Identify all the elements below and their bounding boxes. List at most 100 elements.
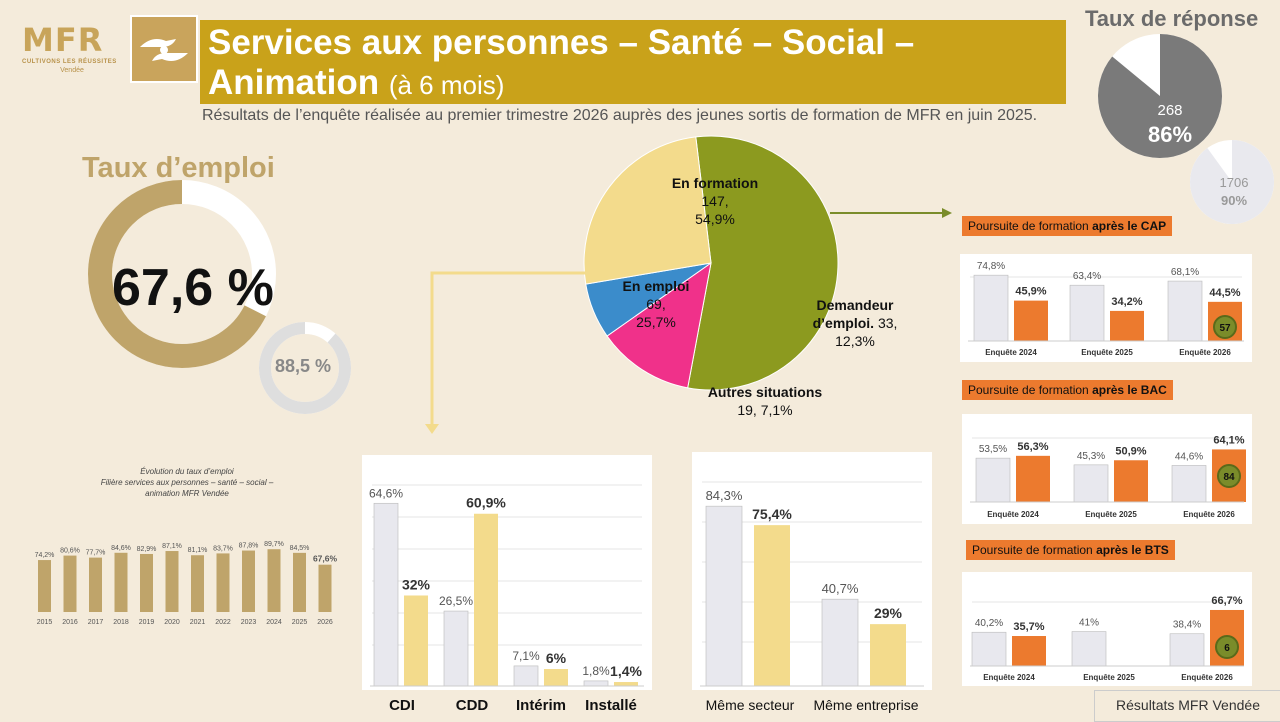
history-bar-2020	[165, 551, 179, 612]
bts-tag: Poursuite de formation après le BTS	[966, 540, 1175, 560]
history-bar-2026	[318, 564, 332, 612]
bar-contracts-svg-0-2	[513, 665, 539, 687]
bar-value-label: 53,5%	[979, 444, 1007, 455]
title-line2-wrap: Animation (à 6 mois)	[208, 63, 1068, 105]
bar-bac-svg-1-0	[1016, 455, 1050, 502]
count-badge	[1213, 315, 1237, 339]
arrow-to-emploi	[430, 271, 592, 428]
bar-value-label: 35,7%	[1013, 621, 1044, 633]
history-tick-label: 2017	[88, 619, 104, 626]
cap-tag-prefix: Poursuite de formation	[968, 219, 1093, 233]
employment-prev-arc	[259, 322, 351, 414]
bar-value-label: 44,5%	[1209, 287, 1240, 299]
bar-cap-svg-1-0	[1014, 300, 1048, 341]
history-title-2: Filière services aux personnes – santé –…	[100, 478, 274, 487]
bar-cap-svg-0-2	[1167, 280, 1203, 342]
bts-chart: 40,2% 41% 38,4% 35,7% 66,7% 6 Enquête 2024 Enqu…	[970, 595, 1244, 682]
sector-cat-entreprise: Même entreprise	[813, 697, 919, 713]
response-prev-slice	[1190, 140, 1274, 224]
pie-demandeur-name2: d’emploi.	[812, 315, 875, 331]
title-line1: Services aux personnes – Santé – Social …	[208, 23, 915, 62]
bar-value-label: 41%	[1079, 618, 1099, 629]
bar-value-label: 29%	[874, 605, 903, 621]
bar-value-label: 74,8%	[977, 261, 1005, 272]
response-count: 268	[1157, 102, 1183, 119]
pie-label-demandeur: Demandeur d’emploi. 33, 12,3%	[800, 296, 910, 350]
bar-bts-svg-0-1	[1071, 631, 1107, 667]
bar-value-label: 7,1%	[512, 649, 540, 663]
bar-contracts-svg-1-0	[404, 595, 428, 686]
history-tick-label: 2015	[37, 619, 53, 626]
count-badge	[1215, 635, 1239, 659]
history-tick-label: 2020	[164, 619, 180, 626]
category-tick-label: Enquête 2024	[983, 673, 1035, 682]
bar-bts-svg-0-2	[1169, 633, 1205, 667]
category-tick-label: Enquête 2026	[1179, 348, 1231, 357]
response-pie	[1098, 34, 1222, 158]
bar-cap-svg-1-1	[1110, 310, 1144, 341]
bar-contracts-svg-1-1	[474, 513, 498, 686]
logo-sub: Vendée	[60, 67, 84, 74]
bts-panel	[962, 572, 1252, 686]
response-prev-count: 1706	[1219, 175, 1249, 190]
category-tick-label: Enquête 2024	[987, 510, 1039, 519]
history-bar-2016	[63, 555, 77, 612]
response-prev-pct: 90%	[1220, 193, 1248, 208]
page-title: Services aux personnes – Santé – Social …	[208, 23, 1068, 105]
bac-tag: Poursuite de formation après le BAC	[962, 380, 1173, 400]
bar-value-label: 64,1%	[1213, 434, 1244, 446]
history-value-label: 77,7%	[86, 550, 106, 557]
pie-demandeur-name1: Demandeur	[816, 297, 894, 313]
bar-value-label: 63,4%	[1073, 271, 1101, 282]
count-badge-text: 84	[1223, 472, 1235, 483]
history-tick-label: 2018	[113, 619, 129, 626]
category-tick-label: Enquête 2025	[1085, 510, 1137, 519]
pie-slice-3	[583, 136, 712, 285]
cap-tag-bold: après le CAP	[1092, 219, 1167, 233]
pie-autres-name: Autres situations	[707, 384, 823, 400]
bar-value-label: 34,2%	[1111, 296, 1142, 308]
bar-value-label: 1,8%	[582, 664, 610, 678]
bar-value-label: 32%	[402, 576, 431, 592]
history-tick-label: 2026	[317, 619, 333, 626]
bar-value-label: 26,5%	[439, 594, 473, 608]
pie-demandeur-pct: 12,3%	[835, 333, 875, 349]
bar-value-label: 75,4%	[752, 506, 792, 522]
bac-tag-bold: après le BAC	[1092, 383, 1167, 397]
history-bar-2025	[293, 552, 306, 612]
employment-donut-arc	[88, 180, 276, 368]
bts-tag-bold: après le BTS	[1096, 543, 1169, 557]
bac-chart: 53,5% 45,3% 44,6% 56,3% 50,9% 64,1% 84 Enquête …	[970, 434, 1246, 519]
bar-value-label: 45,9%	[1015, 286, 1046, 298]
bar-contracts-svg-0-0	[373, 502, 399, 687]
bar-value-label: 66,7%	[1211, 595, 1242, 607]
bar-value-label: 44,6%	[1175, 451, 1203, 462]
bar-bts-svg-1-0	[1012, 636, 1046, 666]
cap-tag: Poursuite de formation après le CAP	[962, 216, 1173, 236]
contracts-chart: 64,6% 26,5% 7,1% 1,8% 32% 60,9% 6% 1,4%	[369, 484, 644, 687]
sector-cat-secteur: Même secteur	[705, 697, 795, 713]
history-value-label: 74,2%	[35, 552, 55, 559]
history-value-label: 84,6%	[111, 545, 131, 552]
hands-icon	[130, 15, 198, 83]
bar-contracts-svg-0-3	[583, 680, 609, 687]
employment-donut	[88, 180, 276, 368]
history-bar-2015	[38, 560, 51, 612]
bar-bac-svg-0-0	[975, 457, 1011, 503]
bar-value-label: 64,6%	[369, 486, 403, 500]
bar-value-label: 38,4%	[1173, 620, 1201, 631]
history-value-label: 83,7%	[213, 545, 233, 552]
history-value-label: 80,6%	[60, 548, 80, 555]
history-chart: 74,2% 2015 80,6% 2016 77,7% 2017 84,6% 2018 82,9…	[35, 541, 338, 626]
pie-emploi-value: 69,	[646, 296, 666, 312]
response-pie-slice	[1098, 34, 1222, 158]
history-bar-2023	[242, 550, 255, 612]
bar-value-label: 84,3%	[706, 488, 743, 503]
logo-tagline: CULTIVONS LES RÉUSSITES	[22, 59, 117, 65]
response-prev-pie	[1190, 140, 1274, 224]
pie-formation-value: 147,	[701, 193, 729, 209]
history-tick-label: 2024	[266, 619, 282, 626]
arrow-head-formation	[942, 208, 952, 218]
history-bar-2017	[89, 557, 102, 612]
pie-slice-0	[687, 135, 839, 391]
